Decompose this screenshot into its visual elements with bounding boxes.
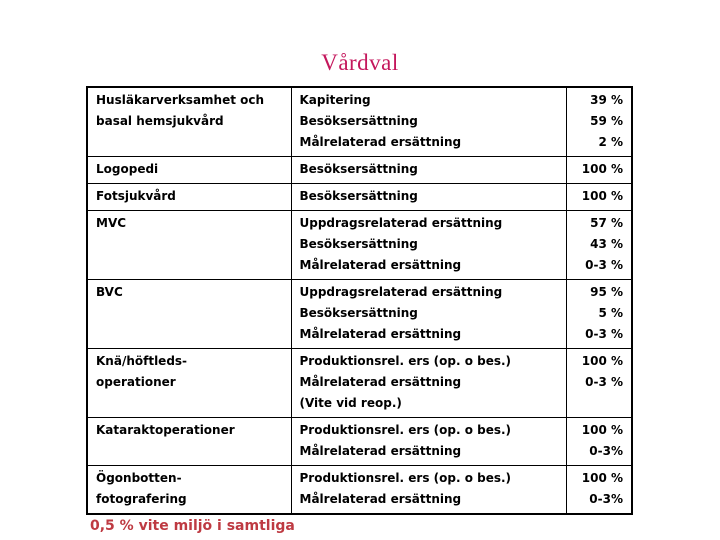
percentage-cell: 100 % (565, 183, 633, 211)
payment-type-label: Besöksersättning (299, 306, 418, 320)
percentage-value: 100 % (581, 471, 623, 485)
payment-type-label: Målrelaterad ersättning (299, 375, 462, 389)
payment-type-cell: Uppdragsrelaterad ersättning Besöksersätt… (290, 210, 567, 280)
percentage-value: 0-3 % (585, 258, 623, 272)
service-name: Ögonbotten- (96, 471, 182, 485)
payment-type-label: Målrelaterad ersättning (299, 444, 462, 458)
service-name: basal hemsjukvård (96, 114, 224, 128)
percentage-value: 39 % (590, 93, 623, 107)
service-cell: BVC (86, 279, 292, 349)
service-cell: MVC (86, 210, 292, 280)
percentage-value: 100 % (581, 354, 623, 368)
service-name: BVC (96, 285, 123, 299)
service-cell: Logopedi (86, 156, 292, 184)
percentage-value (575, 393, 624, 414)
slide-title: Vårdval (321, 50, 399, 75)
service-name: Husläkarverksamhet och (96, 93, 265, 107)
payment-type-cell: Produktionsrel. ers (op. o bes.) Målrelat… (290, 465, 567, 515)
percentage-value: 2 % (598, 135, 623, 149)
payment-type-cell: Produktionsrel. ers (op. o bes.) Målrelat… (290, 348, 567, 418)
table-area: Husläkarverksamhet och basal hemsjukvård K… (86, 86, 633, 534)
vardval-table: Husläkarverksamhet och basal hemsjukvård K… (86, 86, 633, 515)
payment-type-cell: Besöksersättning (290, 156, 567, 184)
service-cell: Fotsjukvård (86, 183, 292, 211)
payment-type-cell: Kapitering Besöksersättning Målrelaterad e… (290, 86, 567, 157)
percentage-cell: 100 % 0-3 % (565, 348, 633, 418)
payment-type-label: Målrelaterad ersättning (299, 135, 462, 149)
payment-type-label: Uppdragsrelaterad ersättning (299, 216, 503, 230)
percentage-value: 100 % (581, 189, 623, 203)
service-name: Knä/höftleds- (96, 354, 188, 368)
service-cell: Kataraktoperationer (86, 417, 292, 466)
payment-type-label: Produktionsrel. ers (op. o bes.) (299, 423, 512, 437)
footnote: 0,5 % vite miljö i samtliga (90, 518, 295, 534)
payment-type-label: Besöksersättning (299, 189, 418, 203)
table-row: Kataraktoperationer Produktionsrel. ers (… (86, 417, 633, 466)
service-name: Kataraktoperationer (96, 423, 235, 437)
service-name: fotografering (96, 492, 187, 506)
payment-type-label: Kapitering (299, 93, 371, 107)
payment-type-cell: Uppdragsrelaterad ersättning Besöksersätt… (290, 279, 567, 349)
percentage-value: 0-3% (589, 444, 623, 458)
percentage-value: 43 % (590, 237, 623, 251)
percentage-cell: 57 % 43 % 0-3 % (565, 210, 633, 280)
service-cell: Knä/höftleds-operationer (86, 348, 292, 418)
payment-type-cell: Besöksersättning (290, 183, 567, 211)
table-row: Ögonbotten-fotografering Produktionsrel. … (86, 465, 633, 515)
table-row: Fotsjukvård Besöksersättning 100 % (86, 183, 633, 211)
payment-type-label: Besöksersättning (299, 162, 418, 176)
service-name: Fotsjukvård (96, 189, 176, 203)
percentage-cell: 39 % 59 % 2 % (565, 86, 633, 157)
payment-type-cell: Produktionsrel. ers (op. o bes.) Målrelat… (290, 417, 567, 466)
service-cell: Ögonbotten-fotografering (86, 465, 292, 515)
percentage-cell: 100 % 0-3% (565, 465, 633, 515)
payment-type-label: Målrelaterad ersättning (299, 327, 462, 341)
payment-type-label: (Vite vid reop.) (299, 396, 402, 410)
percentage-value: 5 % (598, 306, 623, 320)
percentage-value: 95 % (590, 285, 623, 299)
table-row: Logopedi Besöksersättning 100 % (86, 156, 633, 184)
percentage-cell: 100 % (565, 156, 633, 184)
table-row: Husläkarverksamhet och basal hemsjukvård K… (86, 86, 633, 157)
payment-type-label: Uppdragsrelaterad ersättning (299, 285, 503, 299)
percentage-value: 100 % (581, 162, 623, 176)
service-name: Logopedi (96, 162, 159, 176)
percentage-value: 0-3 % (585, 375, 623, 389)
vardval-table-body: Husläkarverksamhet och basal hemsjukvård K… (86, 86, 633, 515)
percentage-value: 59 % (590, 114, 623, 128)
payment-type-label: Produktionsrel. ers (op. o bes.) (299, 354, 512, 368)
service-name: operationer (96, 375, 176, 389)
payment-type-label: Målrelaterad ersättning (299, 258, 462, 272)
percentage-cell: 95 % 5 % 0-3 % (565, 279, 633, 349)
payment-type-label: Besöksersättning (299, 114, 418, 128)
payment-type-label: Produktionsrel. ers (op. o bes.) (299, 471, 512, 485)
table-row: Knä/höftleds-operationer Produktionsrel. … (86, 348, 633, 418)
percentage-cell: 100 % 0-3% (565, 417, 633, 466)
percentage-value: 0-3% (589, 492, 623, 506)
payment-type-label: Besöksersättning (299, 237, 418, 251)
payment-type-label: Målrelaterad ersättning (299, 492, 462, 506)
percentage-value: 100 % (581, 423, 623, 437)
service-name: MVC (96, 216, 127, 230)
service-cell: Husläkarverksamhet och basal hemsjukvård (86, 86, 292, 157)
table-row: BVC Uppdragsrelaterad ersättning Besöksers… (86, 279, 633, 349)
percentage-value: 0-3 % (585, 327, 623, 341)
percentage-value: 57 % (590, 216, 623, 230)
table-row: MVC Uppdragsrelaterad ersättning Besöksers… (86, 210, 633, 280)
